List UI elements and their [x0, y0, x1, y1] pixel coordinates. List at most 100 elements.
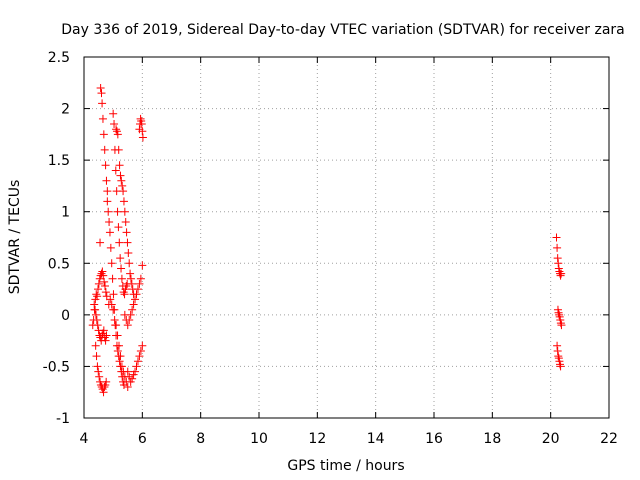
- data-point: [122, 281, 131, 290]
- data-point: [94, 367, 103, 376]
- data-point: [128, 374, 137, 383]
- data-point: [101, 288, 110, 297]
- x-tick-label: 18: [483, 431, 501, 447]
- data-point: [98, 114, 107, 123]
- data-point: [554, 259, 563, 268]
- data-point: [109, 290, 118, 299]
- data-point: [132, 362, 141, 371]
- data-point: [125, 259, 134, 268]
- data-point: [136, 274, 145, 283]
- data-point: [104, 207, 113, 216]
- data-point: [101, 336, 110, 345]
- data-point: [120, 290, 129, 299]
- data-point: [122, 228, 131, 237]
- data-point: [91, 305, 100, 314]
- data-point: [99, 130, 108, 139]
- data-point: [553, 254, 562, 263]
- x-tick-labels: 4 6 8 10 12 14 16 18 20 22: [80, 431, 618, 447]
- y-tick-label: 1.5: [48, 153, 70, 169]
- data-point: [92, 290, 101, 299]
- data-point: [118, 181, 127, 190]
- data-point: [123, 367, 132, 376]
- data-point: [105, 228, 114, 237]
- data-point: [102, 377, 111, 386]
- x-tick-label: 6: [138, 431, 147, 447]
- data-point: [102, 176, 111, 185]
- data-point: [103, 197, 112, 206]
- data-point: [557, 269, 566, 278]
- data-point: [110, 120, 119, 129]
- data-point: [100, 383, 109, 392]
- data-point: [114, 145, 123, 154]
- data-point: [101, 161, 110, 170]
- data-point: [121, 218, 130, 227]
- data-point: [95, 372, 104, 381]
- data-point: [99, 326, 108, 335]
- data-point: [92, 352, 101, 361]
- data-point: [114, 223, 123, 232]
- series-group: [112, 114, 147, 386]
- axis-ticks: [83, 56, 610, 419]
- data-point: [115, 161, 124, 170]
- data-point: [135, 352, 144, 361]
- x-axis-label: GPS time / hours: [287, 458, 404, 474]
- data-point: [123, 383, 132, 392]
- data-point: [91, 310, 100, 319]
- y-tick-label: 1: [61, 205, 70, 221]
- y-tick-label: 0.5: [48, 256, 70, 272]
- data-point: [556, 362, 565, 371]
- data-point: [108, 274, 117, 283]
- data-point: [112, 321, 121, 330]
- x-tick-label: 20: [542, 431, 560, 447]
- y-axis-label: SDTVAR / TECUs: [7, 180, 23, 295]
- data-point: [119, 197, 128, 206]
- x-tick-label: 10: [250, 431, 268, 447]
- data-point: [126, 274, 135, 283]
- data-point: [113, 207, 122, 216]
- data-point: [111, 166, 120, 175]
- data-point: [112, 125, 121, 134]
- data-point: [117, 176, 126, 185]
- data-point: [555, 267, 564, 276]
- data-point: [557, 321, 566, 330]
- data-point: [117, 264, 126, 273]
- data-point: [97, 269, 106, 278]
- grid: [84, 57, 609, 418]
- series-group: [552, 233, 566, 371]
- plot-frame: [83, 56, 610, 419]
- data-point: [116, 171, 125, 180]
- data-point: [99, 388, 108, 397]
- data-point: [129, 300, 138, 309]
- data-point: [132, 290, 141, 299]
- data-point: [554, 308, 563, 317]
- data-point: [555, 310, 564, 319]
- data-point: [123, 321, 132, 330]
- data-point: [138, 133, 147, 142]
- data-point: [136, 114, 145, 123]
- data-point: [116, 352, 125, 361]
- data-point: [107, 259, 116, 268]
- data-point: [113, 331, 122, 340]
- data-point: [556, 319, 565, 328]
- data-point: [552, 233, 561, 242]
- data-point: [96, 238, 105, 247]
- data-point: [138, 127, 147, 136]
- y-tick-label: -0.5: [43, 359, 70, 375]
- data-point: [136, 346, 145, 355]
- data-point: [123, 238, 132, 247]
- data-point: [109, 305, 118, 314]
- data-point: [554, 352, 563, 361]
- data-point: [137, 120, 146, 129]
- data-point: [131, 295, 140, 304]
- data-point: [133, 285, 142, 294]
- data-point: [99, 271, 108, 280]
- data-point: [102, 331, 111, 340]
- series-group: [88, 83, 112, 397]
- data-point: [116, 254, 125, 263]
- data-point: [138, 261, 147, 270]
- y-tick-label: 2.5: [48, 50, 70, 66]
- data-point: [115, 341, 123, 350]
- data-point: [92, 316, 101, 325]
- x-tick-label: 8: [196, 431, 205, 447]
